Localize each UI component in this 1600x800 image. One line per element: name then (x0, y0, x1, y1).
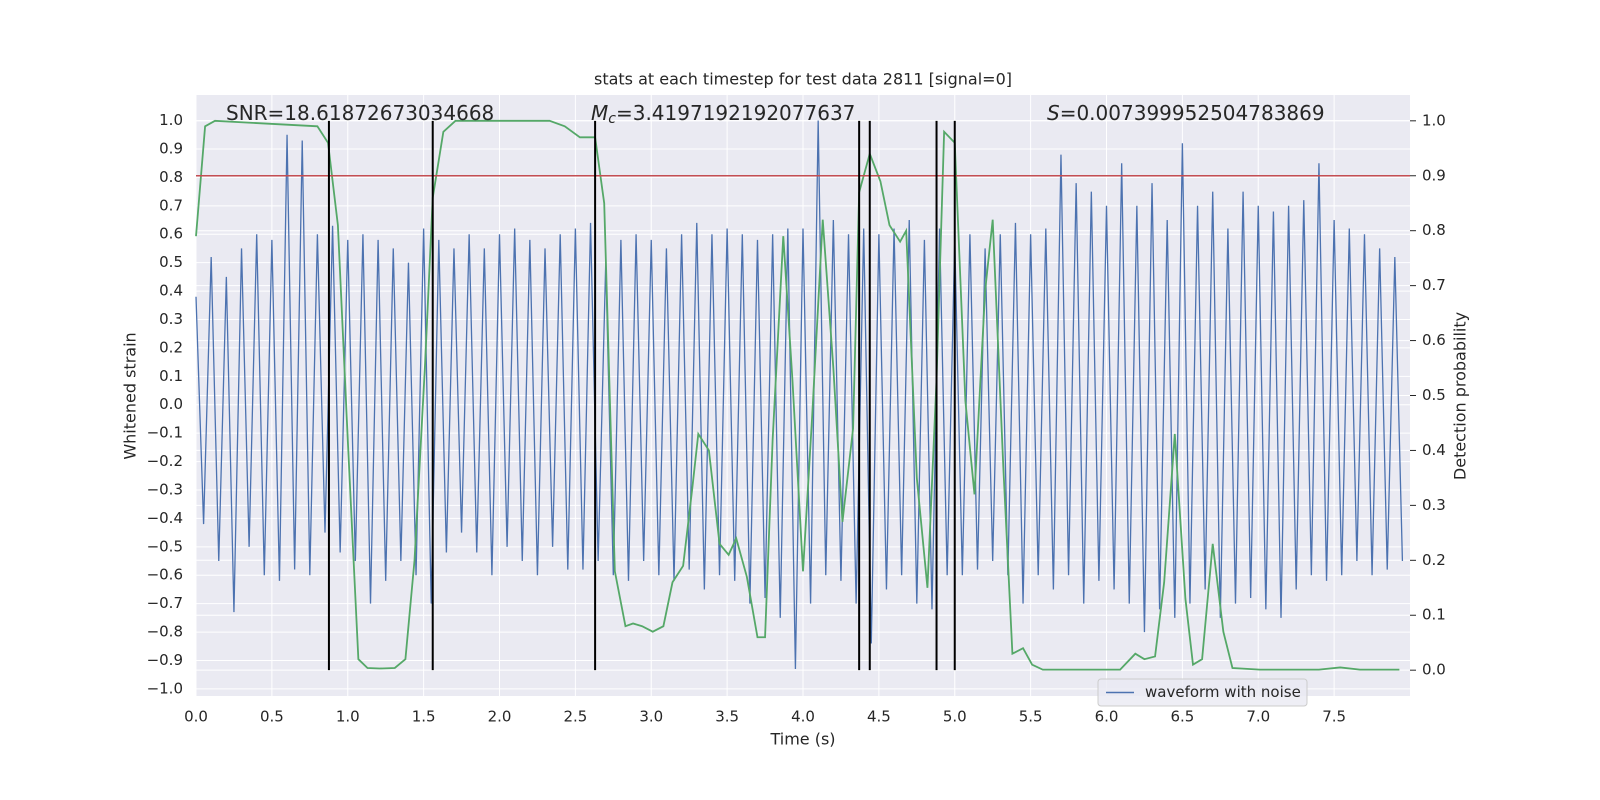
y-tick-label: 0.8 (159, 168, 183, 186)
y2-tick-label: 1.0 (1422, 111, 1446, 129)
legend-label: waveform with noise (1145, 683, 1301, 701)
y2-tick-label: 0.1 (1422, 606, 1446, 624)
y-tick-label: −0.2 (147, 452, 183, 470)
y2-tick-label: 0.9 (1422, 166, 1446, 184)
annotation: S=0.007399952504783869 (1047, 101, 1325, 125)
y-axis-label: Whitened strain (121, 332, 140, 459)
legend-box (1097, 678, 1308, 707)
y-tick-label: −0.8 (147, 623, 183, 641)
x-tick-label: 3.0 (639, 708, 663, 726)
y-tick-label: −0.7 (147, 594, 183, 612)
y-tick-label: 0.4 (159, 282, 183, 300)
x-tick-label: 7.0 (1246, 708, 1270, 726)
y-tick-label: −0.5 (147, 537, 183, 555)
x-tick-label: 5.0 (943, 708, 967, 726)
y-tick-label: 0.2 (159, 338, 183, 356)
x-tick-label: 0.5 (260, 708, 284, 726)
y2-tick-label: 0.3 (1422, 496, 1446, 514)
series-line (195, 119, 1400, 671)
x-tick-label: 2.0 (488, 708, 512, 726)
series-line (195, 120, 1404, 670)
y-tick-label: 0.3 (159, 310, 183, 328)
annotation: SNR=18.61872673034668 (226, 101, 494, 125)
annotation-text: SNR=18.61872673034668 (226, 101, 494, 125)
x-tick-label: 5.5 (1019, 708, 1043, 726)
y-tick-label: −0.3 (147, 480, 183, 498)
y2-tick-label: 0.8 (1422, 221, 1446, 239)
y-tick-label: 0.1 (159, 367, 183, 385)
y-tick-label: −0.1 (147, 424, 183, 442)
x-tick-label: 1.0 (336, 708, 360, 726)
y-tick-label: −0.6 (147, 566, 183, 584)
x-tick-label: 7.5 (1322, 708, 1346, 726)
y2-tick-label: 0.7 (1422, 276, 1446, 294)
annotation-symbol: S (1047, 101, 1060, 125)
x-tick-label: 6.0 (1095, 708, 1119, 726)
x-tick-label: 3.5 (715, 708, 739, 726)
x-tick-label: 4.5 (867, 708, 891, 726)
annotation: Mc=3.4197192192077637 (591, 101, 855, 128)
y-tick-label: 1.0 (159, 111, 183, 129)
y-tick-label: 0.9 (159, 139, 183, 157)
y-tick-label: 0.5 (159, 253, 183, 271)
annotation-subscript: c (608, 111, 616, 127)
y2-axis-label: Detection probability (1451, 312, 1470, 480)
y-tick-label: 0.6 (159, 225, 183, 243)
y-tick-label: 0.7 (159, 196, 183, 214)
y-tick-label: −1.0 (147, 679, 183, 697)
x-axis-label: Time (s) (769, 730, 835, 749)
annotation-text: =0.007399952504783869 (1060, 101, 1325, 125)
x-tick-label: 6.5 (1170, 708, 1194, 726)
x-tick-label: 0.0 (184, 708, 208, 726)
x-tick-label: 1.5 (412, 708, 436, 726)
annotation-text: =3.4197192192077637 (616, 101, 855, 125)
y-tick-label: −0.4 (147, 509, 183, 527)
y2-tick-label: 0.6 (1422, 331, 1446, 349)
y2-tick-label: 0.2 (1422, 551, 1446, 569)
y-tick-label: −0.9 (147, 651, 183, 669)
x-tick-label: 2.5 (563, 708, 587, 726)
x-tick-label: 4.0 (791, 708, 815, 726)
chart-title: stats at each timestep for test data 281… (594, 70, 1012, 89)
y2-tick-label: 0.0 (1422, 661, 1446, 679)
y2-tick-label: 0.4 (1422, 441, 1446, 459)
y-tick-label: 0.0 (159, 395, 183, 413)
y2-tick-label: 0.5 (1422, 386, 1446, 404)
annotation-symbol: M (591, 101, 608, 125)
